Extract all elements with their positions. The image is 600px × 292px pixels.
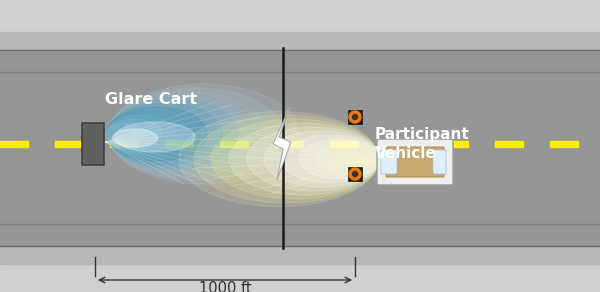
- Text: 1000 ft: 1000 ft: [199, 281, 251, 292]
- Bar: [0, 0, 600, 32]
- Ellipse shape: [106, 115, 176, 153]
- Bar: [385, 141, 413, 147]
- Polygon shape: [273, 107, 291, 180]
- Ellipse shape: [109, 88, 284, 180]
- Ellipse shape: [108, 95, 253, 173]
- Circle shape: [349, 111, 361, 123]
- Circle shape: [353, 171, 358, 176]
- Ellipse shape: [113, 129, 157, 147]
- Circle shape: [353, 114, 358, 119]
- FancyBboxPatch shape: [386, 147, 444, 177]
- Ellipse shape: [109, 84, 299, 184]
- Ellipse shape: [107, 99, 238, 169]
- Ellipse shape: [107, 103, 223, 165]
- FancyBboxPatch shape: [377, 139, 453, 185]
- Ellipse shape: [179, 112, 379, 206]
- Ellipse shape: [264, 131, 379, 187]
- Bar: [495, 141, 523, 147]
- Bar: [550, 141, 578, 147]
- Ellipse shape: [108, 91, 268, 176]
- FancyBboxPatch shape: [381, 150, 397, 174]
- Ellipse shape: [107, 111, 192, 157]
- Ellipse shape: [107, 107, 207, 161]
- FancyBboxPatch shape: [433, 150, 446, 174]
- Bar: [0, 50, 600, 246]
- Ellipse shape: [299, 139, 379, 179]
- Bar: [82, 123, 104, 165]
- Bar: [220, 141, 248, 147]
- Ellipse shape: [317, 143, 379, 175]
- Ellipse shape: [281, 135, 379, 183]
- Bar: [0, 246, 600, 264]
- Bar: [0, 264, 600, 292]
- Bar: [348, 110, 362, 124]
- Ellipse shape: [211, 119, 379, 199]
- Text: Participant
Vehicle: Participant Vehicle: [375, 127, 470, 161]
- Ellipse shape: [247, 127, 379, 191]
- Bar: [0, 32, 600, 50]
- Ellipse shape: [334, 147, 379, 171]
- Bar: [110, 141, 138, 147]
- Bar: [0, 141, 28, 147]
- Bar: [275, 141, 303, 147]
- Circle shape: [349, 168, 361, 180]
- Text: Glare Cart: Glare Cart: [105, 93, 197, 107]
- Bar: [440, 141, 468, 147]
- Ellipse shape: [106, 123, 146, 145]
- Ellipse shape: [115, 122, 195, 152]
- Ellipse shape: [229, 123, 379, 195]
- Bar: [330, 141, 358, 147]
- Bar: [55, 141, 83, 147]
- Ellipse shape: [194, 115, 379, 203]
- Bar: [165, 141, 193, 147]
- Ellipse shape: [106, 119, 161, 149]
- Bar: [348, 167, 362, 181]
